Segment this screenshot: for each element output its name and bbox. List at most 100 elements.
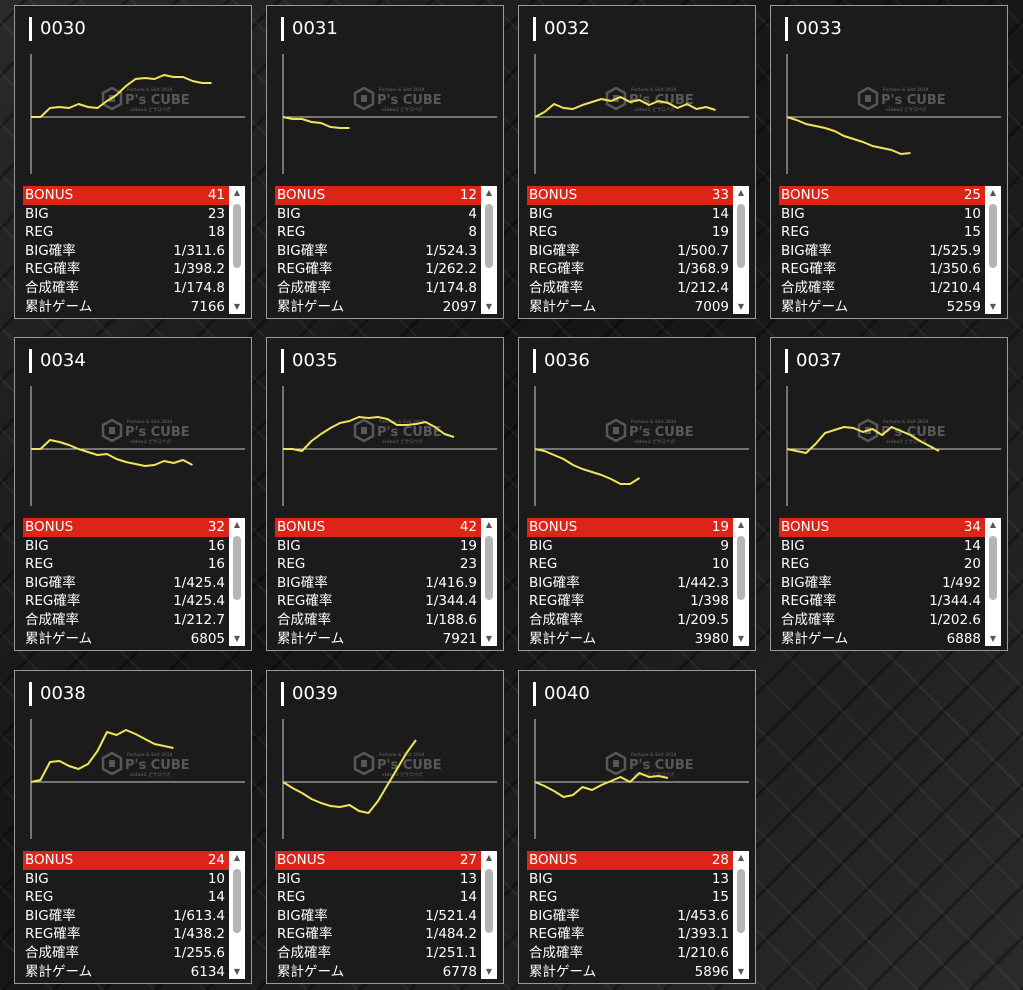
scroll-down-icon[interactable]: ▼ [989, 302, 997, 311]
scroll-up-icon[interactable]: ▲ [737, 188, 745, 197]
stats-scrollbar[interactable]: ▲ ▼ [985, 186, 1001, 314]
value-games: 2097 [442, 298, 477, 314]
stats-scrollbar[interactable]: ▲ ▼ [481, 851, 497, 979]
watermark-top: Fortune & Slot 2019 [883, 419, 929, 424]
watermark-logo: P's CUBE Fortune & Slot 2019 sideo2 ピサロペ… [857, 86, 946, 113]
value-total_rate: 1/188.6 [425, 611, 477, 628]
machine-card-0037[interactable]: 0037 P's CUBE Fortune & Slot 2019 sideo2… [770, 337, 1008, 651]
stats-scrollbar[interactable]: ▲ ▼ [733, 518, 749, 646]
machine-card-0030[interactable]: 0030 P's CUBE Fortune & Slot 2019 sideo2… [14, 5, 252, 319]
scroll-up-icon[interactable]: ▲ [737, 520, 745, 529]
scroll-up-icon[interactable]: ▲ [485, 188, 493, 197]
stats-scrollbar[interactable]: ▲ ▼ [481, 518, 497, 646]
machine-card-0035[interactable]: 0035 P's CUBE Fortune & Slot 2019 sideo2… [266, 337, 504, 651]
value-big: 10 [207, 870, 225, 887]
scroll-thumb[interactable] [233, 204, 241, 268]
scroll-thumb[interactable] [737, 536, 745, 600]
label-big_rate: BIG確率 [529, 907, 580, 924]
scroll-up-icon[interactable]: ▲ [233, 188, 241, 197]
slump-line [534, 96, 716, 118]
scroll-down-icon[interactable]: ▼ [485, 967, 493, 976]
scroll-down-icon[interactable]: ▼ [233, 634, 241, 643]
scroll-thumb[interactable] [989, 204, 997, 268]
row-big: BIG 19 [275, 537, 497, 556]
row-total-rate: 合成確率 1/174.8 [23, 279, 245, 298]
scroll-up-icon[interactable]: ▲ [989, 188, 997, 197]
watermark-brand: P's CUBE [629, 425, 694, 440]
watermark-top: Fortune & Slot 2019 [127, 752, 173, 757]
label-games: 累計ゲーム [529, 298, 597, 314]
label-bonus: BONUS [781, 187, 830, 203]
machine-card-0031[interactable]: 0031 P's CUBE Fortune & Slot 2019 sideo2… [266, 5, 504, 319]
scroll-thumb[interactable] [485, 869, 493, 933]
scroll-thumb[interactable] [485, 536, 493, 600]
machine-card-0033[interactable]: 0033 P's CUBE Fortune & Slot 2019 sideo2… [770, 5, 1008, 319]
value-reg: 10 [711, 556, 729, 573]
scroll-down-icon[interactable]: ▼ [989, 634, 997, 643]
machine-card-0040[interactable]: 0040 P's CUBE Fortune & Slot 2019 sideo2… [518, 670, 756, 984]
value-total_rate: 1/209.5 [677, 611, 729, 628]
scroll-thumb[interactable] [989, 536, 997, 600]
row-big: BIG 9 [527, 537, 749, 556]
label-total_rate: 合成確率 [277, 611, 331, 628]
scroll-down-icon[interactable]: ▼ [233, 302, 241, 311]
stats-scrollbar[interactable]: ▲ ▼ [229, 518, 245, 646]
machine-card-0032[interactable]: 0032 P's CUBE Fortune & Slot 2019 sideo2… [518, 5, 756, 319]
value-total_rate: 1/255.6 [173, 944, 225, 961]
machine-card-0039[interactable]: 0039 P's CUBE Fortune & Slot 2019 sideo2… [266, 670, 504, 984]
scroll-down-icon[interactable]: ▼ [233, 967, 241, 976]
label-big: BIG [25, 537, 49, 554]
scroll-up-icon[interactable]: ▲ [737, 853, 745, 862]
scroll-up-icon[interactable]: ▲ [233, 520, 241, 529]
slump-graph: P's CUBE Fortune & Slot 2019 sideo2 ピサロペ… [30, 719, 245, 839]
row-reg-rate: REG確率 1/398 [527, 592, 749, 611]
row-big-rate: BIG確率 1/492 [779, 574, 1001, 593]
cube-icon [857, 86, 879, 111]
scroll-down-icon[interactable]: ▼ [737, 634, 745, 643]
scroll-up-icon[interactable]: ▲ [233, 853, 241, 862]
machine-number: 0036 [533, 349, 590, 373]
row-big: BIG 13 [275, 870, 497, 889]
slump-line [786, 116, 911, 155]
label-bonus: BONUS [25, 519, 74, 535]
watermark-brand: P's CUBE [125, 425, 190, 440]
machine-card-0034[interactable]: 0034 P's CUBE Fortune & Slot 2019 sideo2… [14, 337, 252, 651]
scroll-up-icon[interactable]: ▲ [485, 520, 493, 529]
slump-line [283, 416, 455, 452]
row-reg: REG 19 [527, 223, 749, 242]
cube-icon [605, 86, 627, 111]
stats-scrollbar[interactable]: ▲ ▼ [229, 851, 245, 979]
value-total_rate: 1/210.4 [929, 279, 981, 296]
machine-card-0038[interactable]: 0038 P's CUBE Fortune & Slot 2019 sideo2… [14, 670, 252, 984]
value-reg_rate: 1/344.4 [425, 593, 477, 610]
label-reg_rate: REG確率 [529, 593, 585, 610]
stats-scrollbar[interactable]: ▲ ▼ [481, 186, 497, 314]
scroll-down-icon[interactable]: ▼ [485, 302, 493, 311]
scroll-up-icon[interactable]: ▲ [485, 853, 493, 862]
scroll-down-icon[interactable]: ▼ [485, 634, 493, 643]
stats-scrollbar[interactable]: ▲ ▼ [229, 186, 245, 314]
row-big-rate: BIG確率 1/311.6 [23, 242, 245, 261]
scroll-thumb[interactable] [233, 869, 241, 933]
stats-scrollbar[interactable]: ▲ ▼ [733, 186, 749, 314]
stats-scrollbar[interactable]: ▲ ▼ [733, 851, 749, 979]
scroll-down-icon[interactable]: ▼ [737, 302, 745, 311]
watermark-top: Fortune & Slot 2019 [379, 752, 425, 757]
row-bonus: BONUS 34 [779, 518, 1001, 537]
slump-line [282, 116, 350, 129]
value-reg: 23 [459, 556, 477, 573]
scroll-down-icon[interactable]: ▼ [737, 967, 745, 976]
scroll-thumb[interactable] [737, 869, 745, 933]
machine-card-0036[interactable]: 0036 P's CUBE Fortune & Slot 2019 sideo2… [518, 337, 756, 651]
machine-number: 0039 [281, 682, 338, 706]
stats-scrollbar[interactable]: ▲ ▼ [985, 518, 1001, 646]
label-bonus: BONUS [277, 852, 326, 868]
row-games: 累計ゲーム 6805 [23, 630, 245, 646]
scroll-thumb[interactable] [233, 536, 241, 600]
watermark-logo: P's CUBE Fortune & Slot 2019 sideo2 ピサロペ… [605, 751, 694, 778]
scroll-up-icon[interactable]: ▲ [989, 520, 997, 529]
scroll-thumb[interactable] [485, 204, 493, 268]
machine-number: 0033 [785, 17, 842, 41]
scroll-thumb[interactable] [737, 204, 745, 268]
row-big: BIG 14 [527, 205, 749, 224]
